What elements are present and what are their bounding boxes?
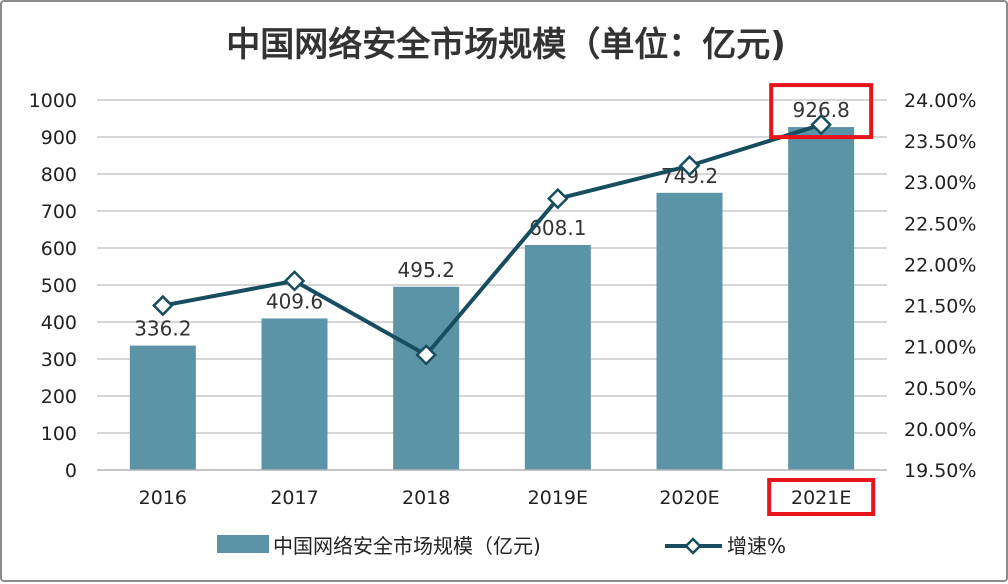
line-marker [283, 270, 306, 292]
y-left-tick-label: 800 [41, 164, 77, 186]
x-tick-label: 2016 [139, 487, 187, 509]
legend-line-marker-icon [684, 537, 702, 555]
y-right-tick-label: 19.50% [904, 460, 976, 482]
bar [524, 245, 591, 470]
gridlines [97, 99, 887, 434]
line-marker [152, 294, 174, 317]
line-marker [415, 344, 437, 366]
y-right-tick-label: 22.50% [904, 213, 976, 235]
x-tick-label: 2021E [791, 487, 851, 509]
bar-series [129, 127, 855, 471]
y-right-tick-label: 20.50% [904, 378, 976, 400]
y-left-tick-label: 0 [65, 460, 77, 482]
growth-line-series [152, 113, 832, 366]
y-left-tick-label: 200 [41, 386, 77, 408]
y-left-tick-label: 100 [41, 423, 77, 445]
highlight-boxes [767, 83, 876, 516]
bar [788, 127, 855, 471]
highlight-box-value [769, 83, 874, 140]
x-tick-label: 2019E [528, 487, 588, 509]
y-right-tick-label: 21.00% [904, 337, 976, 359]
y-left-tick-label: 600 [41, 238, 77, 260]
y-right-tick-label: 23.00% [904, 172, 976, 194]
line-marker [547, 187, 569, 210]
x-tick-label: 2017 [270, 487, 318, 509]
bar-data-label: 336.2 [134, 317, 191, 341]
bar [656, 192, 723, 470]
y-right-tick-label: 20.00% [904, 419, 976, 441]
legend-bar-label: 中国网络安全市场规模（亿元) [273, 534, 541, 558]
legend-bar-swatch [217, 535, 269, 553]
legend-line-label: 增速% [727, 534, 786, 558]
y-left-tick-label: 300 [41, 349, 77, 371]
bar [129, 345, 196, 470]
line-marker [678, 155, 701, 177]
bar-data-label: 495.2 [398, 258, 455, 282]
bar [261, 318, 328, 470]
y-left-tick-label: 400 [41, 312, 77, 334]
growth-line [162, 122, 822, 357]
line-marker [810, 113, 832, 136]
y-left-tick-label: 900 [41, 127, 77, 149]
highlight-box-category [767, 478, 876, 516]
y-left-tick-label: 1000 [29, 90, 77, 112]
x-tick-label: 2020E [659, 487, 719, 509]
bar [393, 286, 460, 470]
y-left-tick-label: 500 [41, 275, 77, 297]
legend: 中国网络安全市场规模（亿元) 增速% [217, 534, 786, 558]
y-left-tick-label: 700 [41, 201, 77, 223]
y-right-tick-label: 22.00% [904, 254, 976, 276]
x-tick-label: 2018 [402, 487, 450, 509]
y-right-tick-label: 24.00% [904, 90, 976, 112]
chart-title: 中国网络安全市场规模（单位：亿元) [226, 25, 786, 65]
axes: 0 100 200 300 400 500 600 700 800 900 1000 19.50% 20… [29, 90, 977, 509]
y-right-tick-label: 21.50% [904, 296, 976, 318]
y-right-tick-label: 23.50% [904, 131, 976, 153]
